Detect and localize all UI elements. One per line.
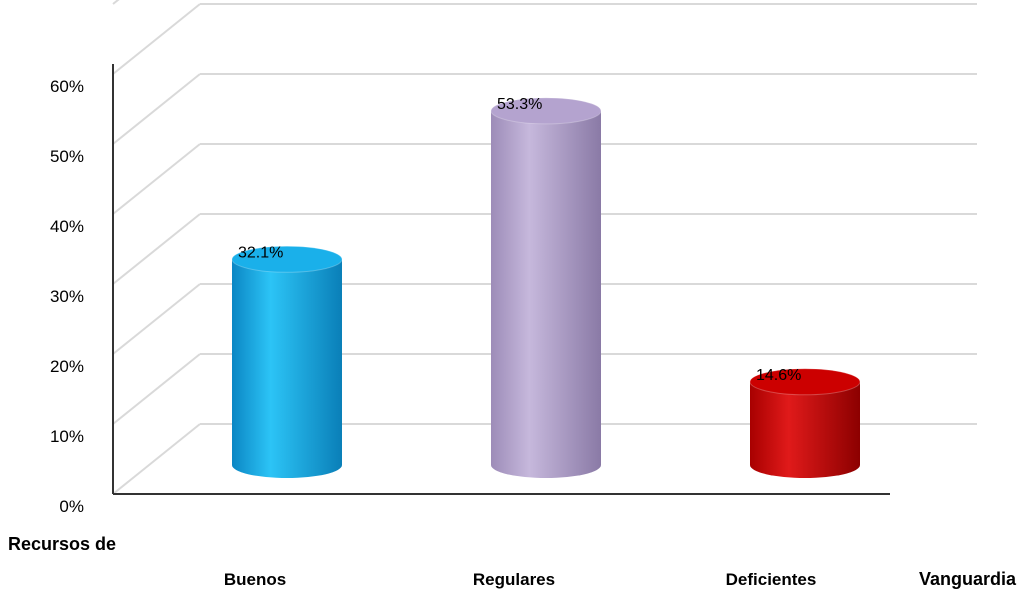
y-tick-label: 60%: [50, 77, 84, 96]
category-label: Deficientes: [726, 570, 817, 589]
side-gridline: [112, 73, 201, 145]
bar-buenos: [231, 245, 343, 478]
bar-top: [490, 97, 602, 125]
y-tick-label: 40%: [50, 217, 84, 236]
category-label: Regulares: [473, 570, 555, 589]
side-gridline: [112, 213, 201, 285]
category-label: Buenos: [224, 570, 286, 589]
bar-deficientes: [749, 368, 861, 478]
side-gridline: [112, 3, 201, 75]
bar-body: [491, 110, 601, 479]
axes: [112, 64, 890, 495]
y-tick-label: 50%: [50, 147, 84, 166]
x-axis-title-line1: Recursos de: [8, 534, 116, 554]
y-tick-label: 0%: [59, 497, 84, 516]
labels: 0% 10% 20% 30% 40% 50% 60% 32.1% 53.3% 14.6% Bueno…: [8, 77, 1017, 589]
bar-body: [750, 381, 860, 478]
x-axis-title-line2: Vanguardia: [919, 569, 1017, 589]
bar-top: [749, 368, 861, 396]
y-tick-label: 10%: [50, 427, 84, 446]
bars: [231, 97, 861, 479]
y-tick-label: 20%: [50, 357, 84, 376]
bar-regulares: [490, 97, 602, 479]
data-label: 53.3%: [497, 96, 542, 113]
data-label: 32.1%: [238, 244, 283, 261]
bar-top: [231, 245, 343, 273]
side-gridline: [112, 0, 120, 5]
side-gridline: [112, 283, 201, 355]
side-gridline: [112, 143, 201, 215]
floor-diagonal: [112, 423, 201, 495]
y-tick-label: 30%: [50, 287, 84, 306]
data-label: 14.6%: [756, 367, 801, 384]
side-gridline: [112, 353, 201, 425]
bar-body: [232, 259, 342, 478]
